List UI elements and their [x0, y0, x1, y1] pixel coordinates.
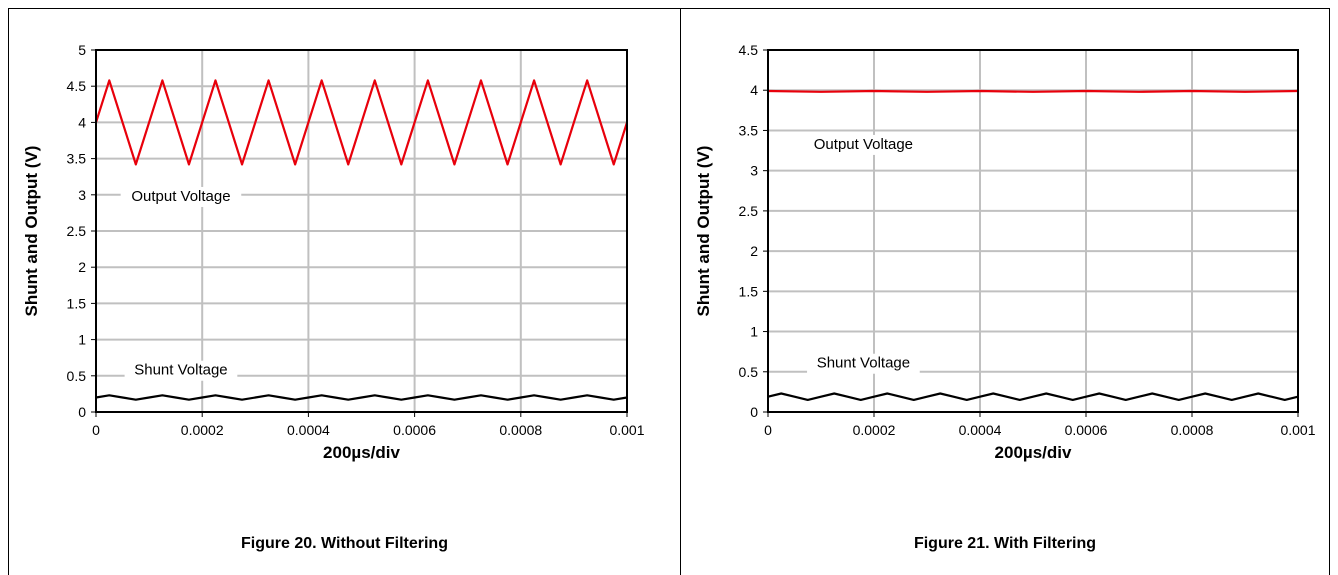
- y-tick-label: 3: [750, 163, 758, 179]
- x-tick-label: 0.0008: [1171, 422, 1214, 438]
- y-tick-label: 4: [78, 114, 86, 130]
- y-tick-label: 3: [78, 187, 86, 203]
- y-tick-label: 1: [78, 332, 86, 348]
- y-tick-label: 0: [78, 404, 86, 420]
- y-axis-title: Shunt and Output (V): [22, 146, 41, 317]
- x-tick-label: 0: [764, 422, 772, 438]
- y-tick-label: 2: [78, 259, 86, 275]
- x-tick-label: 0.0002: [853, 422, 896, 438]
- annotation-label: Output Voltage: [131, 188, 230, 205]
- shunt-voltage-line: [95, 394, 628, 401]
- annotation-label: Shunt Voltage: [134, 362, 227, 379]
- figure-frame: [8, 8, 1330, 575]
- y-tick-label: 3.5: [739, 122, 759, 138]
- figure-21-panel: Output Voltage Shunt Voltage 0 0.0002 0.0004…: [681, 8, 1329, 575]
- figure-divider: [680, 8, 681, 575]
- figure-caption: Figure 20. Without Filtering: [241, 535, 448, 552]
- x-tick-label: 0.0004: [287, 422, 330, 438]
- x-tick-label: 0: [92, 422, 100, 438]
- x-tick-label: 0.0004: [959, 422, 1002, 438]
- y-tick-label: 2.5: [67, 223, 87, 239]
- x-tick-label: 0.001: [1280, 422, 1315, 438]
- chart-with-filtering: Output Voltage Shunt Voltage 0 0.0002 0.0004…: [694, 42, 1316, 462]
- annotation-group: Shunt Voltage: [124, 360, 238, 381]
- y-tick-label: 1: [750, 324, 758, 340]
- output-voltage-line: [94, 79, 629, 166]
- y-tick-label: 4.5: [739, 42, 759, 58]
- y-tick-label: 5: [78, 42, 86, 58]
- shunt-voltage-line: [767, 392, 1299, 402]
- x-tick-label: 0.0008: [499, 422, 542, 438]
- plot-area-border: [767, 49, 1299, 413]
- annotation-group: Shunt Voltage: [807, 353, 920, 374]
- y-tick-label: 3.5: [67, 151, 87, 167]
- y-tick-label: 4: [750, 82, 758, 98]
- annotation-background: [807, 353, 920, 374]
- annotation-label: Shunt Voltage: [817, 355, 910, 372]
- y-tick-label: 2: [750, 243, 758, 259]
- x-axis-title: 200µs/div: [323, 443, 400, 462]
- x-tick-label: 0.0006: [1065, 422, 1108, 438]
- annotation-background: [124, 360, 238, 381]
- annotation-group: Output Voltage: [120, 186, 242, 207]
- x-axis-title: 200µs/div: [995, 443, 1072, 462]
- y-tick-label: 4.5: [67, 78, 87, 94]
- y-axis-title: Shunt and Output (V): [694, 146, 713, 317]
- y-tick-label: 2.5: [739, 203, 759, 219]
- output-voltage-line: [767, 89, 1299, 93]
- chart-without-filtering: Output Voltage Shunt Voltage 0 0.0002 0.0004…: [22, 42, 645, 462]
- y-tick-label: 0: [750, 404, 758, 420]
- annotation-group: Output Voltage: [803, 134, 924, 155]
- annotation-label: Output Voltage: [814, 136, 913, 153]
- annotation-background: [120, 186, 242, 207]
- figure-caption: Figure 21. With Filtering: [913, 535, 1097, 552]
- x-tick-label: 0.0006: [393, 422, 436, 438]
- y-tick-label: 1.5: [67, 295, 87, 311]
- y-tick-label: 1.5: [739, 283, 759, 299]
- x-tick-label: 0.0002: [181, 422, 224, 438]
- y-tick-label: 0.5: [739, 364, 759, 380]
- annotation-background: [803, 134, 924, 155]
- figure-20-panel: Output Voltage Shunt Voltage 0 0.0002 0.0004…: [9, 8, 680, 575]
- x-tick-label: 0.001: [609, 422, 644, 438]
- y-tick-label: 0.5: [67, 368, 87, 384]
